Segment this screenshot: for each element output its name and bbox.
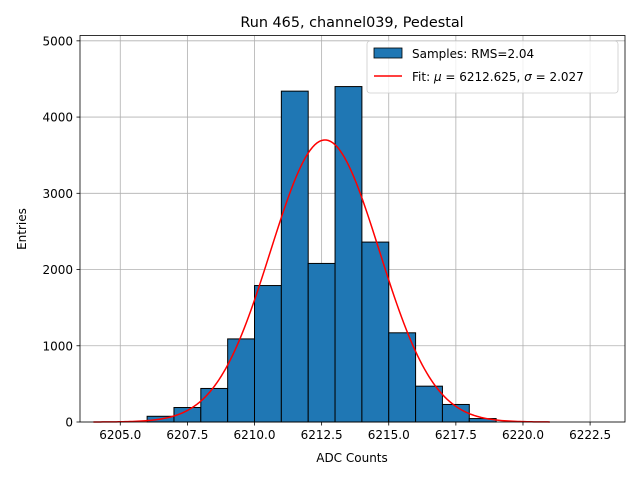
x-tick-label: 6215.0 — [368, 428, 410, 442]
y-tick-label: 4000 — [42, 111, 73, 125]
legend-fit-mu-symbol: μ — [433, 70, 442, 84]
y-tick-label: 0 — [65, 416, 73, 430]
histogram-bar — [254, 285, 282, 423]
legend: Samples: RMS=2.04 Fit: μ = 6212.625, σ =… — [366, 40, 619, 94]
legend-fit-sigma-symbol: σ — [524, 70, 532, 84]
legend-label-fit: Fit: μ = 6212.625, σ = 2.027 — [412, 70, 584, 84]
legend-fit-prefix: Fit: — [412, 70, 434, 84]
y-tick-label: 5000 — [42, 34, 73, 48]
histogram-bar — [388, 332, 417, 423]
x-axis-label: ADC Counts — [316, 451, 388, 465]
x-tick-label: 6207.5 — [166, 428, 208, 442]
x-tick-label: 6220.0 — [502, 428, 544, 442]
y-axis-label: Entries — [15, 208, 29, 250]
x-tick-label: 6212.5 — [301, 428, 343, 442]
histogram-bar — [361, 241, 390, 423]
plot-frame — [79, 35, 626, 423]
gaussian-fit-curve — [93, 139, 550, 423]
histogram-bar — [334, 86, 363, 423]
histogram-bar — [227, 338, 256, 423]
legend-frame — [366, 40, 619, 94]
legend-label-samples: Samples: RMS=2.04 — [412, 47, 534, 61]
y-axis-ticks: 0 1000 2000 3000 4000 5000 — [42, 34, 80, 430]
legend-fit-mu-value: = 6212.625, — [442, 70, 525, 84]
histogram-bar — [280, 90, 309, 423]
legend-fit-sigma-value: = 2.027 — [532, 70, 584, 84]
x-tick-label: 6222.5 — [569, 428, 611, 442]
chart-title: Run 465, channel039, Pedestal — [240, 15, 463, 31]
y-tick-label: 2000 — [42, 263, 73, 277]
y-tick-label: 1000 — [42, 339, 73, 353]
histogram-bar — [200, 387, 229, 423]
x-tick-label: 6205.0 — [99, 428, 141, 442]
x-axis-ticks: 6205.0 6207.5 6210.0 6212.5 6215.0 6217.5 6220… — [99, 422, 611, 442]
histogram-bar — [415, 385, 443, 423]
x-tick-label: 6217.5 — [435, 428, 477, 442]
legend-swatch-samples — [373, 47, 403, 59]
x-tick-label: 6210.0 — [234, 428, 276, 442]
y-tick-label: 3000 — [42, 187, 73, 201]
histogram-bar — [307, 262, 336, 423]
